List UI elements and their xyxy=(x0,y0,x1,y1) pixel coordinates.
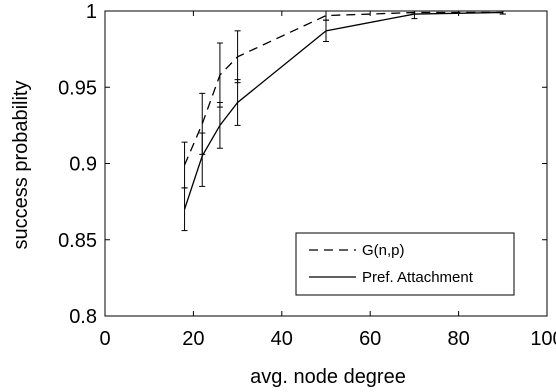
series-line xyxy=(183,11,503,210)
x-axis-label: avg. node degree xyxy=(250,366,406,388)
error-bar xyxy=(181,141,188,189)
error-bar xyxy=(323,10,329,21)
y-axis-label: success probability xyxy=(10,81,32,250)
y-tick-label: 0.8 xyxy=(69,306,97,328)
x-tick-label: 80 xyxy=(447,328,469,350)
error-bar xyxy=(234,30,241,84)
x-tick-label: 100 xyxy=(530,328,556,350)
legend: G(n,p) Pref. Attachment xyxy=(295,232,515,296)
error-bar xyxy=(181,187,188,232)
error-bar xyxy=(323,19,329,42)
plot-area xyxy=(181,10,506,232)
x-tick-label: 40 xyxy=(271,328,293,350)
y-tick-label: 0.9 xyxy=(69,154,97,176)
error-bar xyxy=(216,42,223,108)
series-1 xyxy=(181,10,506,232)
error-bar xyxy=(216,102,223,149)
y-tick-label: 0.85 xyxy=(58,230,97,252)
x-tick-label: 0 xyxy=(99,328,110,350)
y-tick-label: 0.95 xyxy=(58,77,97,99)
legend-entry-label: G(n,p) xyxy=(362,242,405,259)
error-bar xyxy=(199,132,206,187)
series-line xyxy=(183,11,503,166)
error-bar xyxy=(234,79,241,126)
x-tick-label: 60 xyxy=(359,328,381,350)
x-tick-label: 20 xyxy=(182,328,204,350)
legend-entry-label: Pref. Attachment xyxy=(362,269,474,286)
axes: 0 20 40 60 80 100 0.8 0.85 0.9 0.95 1 xyxy=(58,1,556,350)
legend-box xyxy=(295,232,515,296)
y-tick-label: 1 xyxy=(86,1,97,23)
series-0 xyxy=(181,10,506,189)
